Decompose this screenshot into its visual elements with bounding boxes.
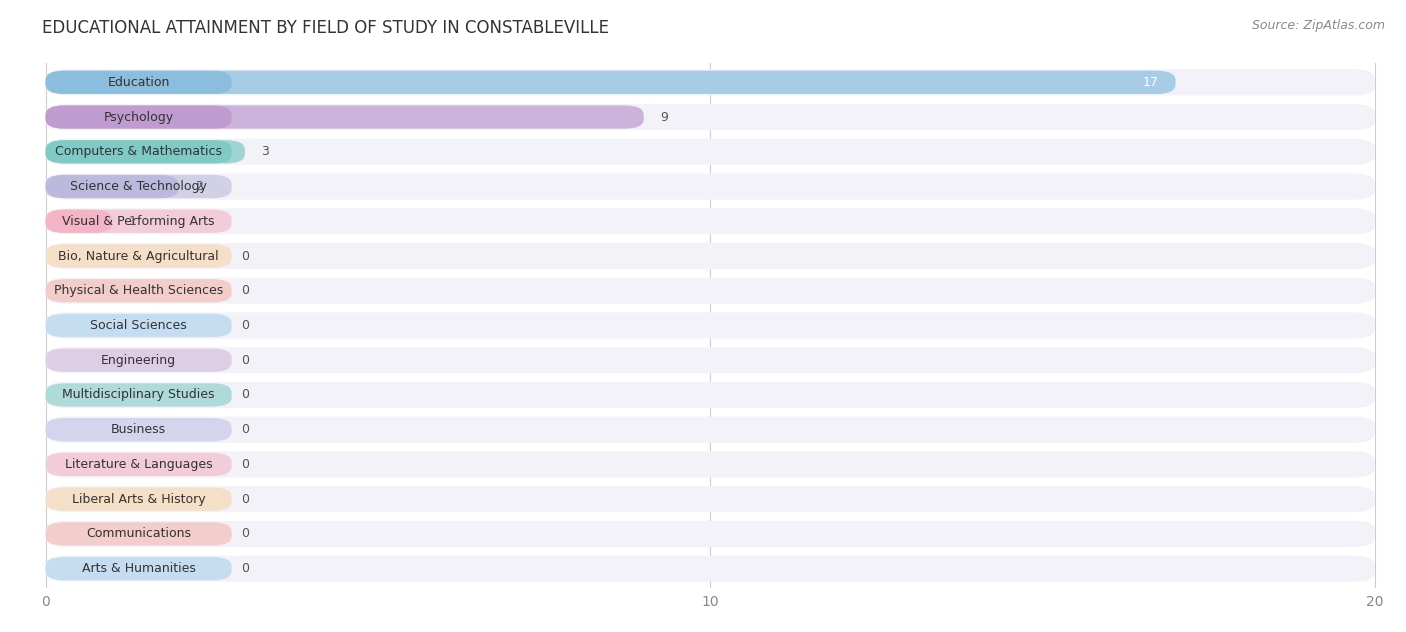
FancyBboxPatch shape xyxy=(45,521,1375,547)
Text: Computers & Mathematics: Computers & Mathematics xyxy=(55,145,222,158)
Text: Business: Business xyxy=(111,423,166,436)
Text: 0: 0 xyxy=(242,389,250,401)
Text: Literature & Languages: Literature & Languages xyxy=(65,458,212,471)
FancyBboxPatch shape xyxy=(45,277,1375,304)
FancyBboxPatch shape xyxy=(45,104,1375,130)
FancyBboxPatch shape xyxy=(45,106,644,129)
FancyBboxPatch shape xyxy=(45,382,1375,408)
FancyBboxPatch shape xyxy=(45,140,232,164)
FancyBboxPatch shape xyxy=(45,71,1175,94)
FancyBboxPatch shape xyxy=(45,486,1375,512)
Text: Arts & Humanities: Arts & Humanities xyxy=(82,562,195,575)
Text: 3: 3 xyxy=(262,145,270,158)
FancyBboxPatch shape xyxy=(45,210,232,233)
FancyBboxPatch shape xyxy=(45,106,232,129)
FancyBboxPatch shape xyxy=(45,245,232,267)
Text: Liberal Arts & History: Liberal Arts & History xyxy=(72,493,205,506)
FancyBboxPatch shape xyxy=(45,556,1375,581)
FancyBboxPatch shape xyxy=(45,140,245,164)
FancyBboxPatch shape xyxy=(45,174,1375,200)
FancyBboxPatch shape xyxy=(45,418,232,441)
Text: 0: 0 xyxy=(242,423,250,436)
Text: 0: 0 xyxy=(242,458,250,471)
FancyBboxPatch shape xyxy=(45,453,232,476)
Text: Communications: Communications xyxy=(86,528,191,540)
Text: Visual & Performing Arts: Visual & Performing Arts xyxy=(62,215,215,228)
Text: 2: 2 xyxy=(195,180,202,193)
FancyBboxPatch shape xyxy=(45,210,112,233)
FancyBboxPatch shape xyxy=(45,416,1375,443)
FancyBboxPatch shape xyxy=(45,349,232,372)
Text: 0: 0 xyxy=(242,562,250,575)
FancyBboxPatch shape xyxy=(45,314,232,337)
Text: EDUCATIONAL ATTAINMENT BY FIELD OF STUDY IN CONSTABLEVILLE: EDUCATIONAL ATTAINMENT BY FIELD OF STUDY… xyxy=(42,19,609,37)
Text: 0: 0 xyxy=(242,528,250,540)
FancyBboxPatch shape xyxy=(45,487,232,511)
FancyBboxPatch shape xyxy=(45,347,1375,374)
FancyBboxPatch shape xyxy=(45,139,1375,165)
FancyBboxPatch shape xyxy=(45,522,232,545)
Text: 0: 0 xyxy=(242,354,250,367)
Text: 17: 17 xyxy=(1143,76,1159,89)
FancyBboxPatch shape xyxy=(45,557,232,580)
Text: 9: 9 xyxy=(661,111,668,123)
Text: 0: 0 xyxy=(242,250,250,262)
Text: Source: ZipAtlas.com: Source: ZipAtlas.com xyxy=(1251,19,1385,32)
Text: 0: 0 xyxy=(242,493,250,506)
FancyBboxPatch shape xyxy=(45,71,232,94)
FancyBboxPatch shape xyxy=(45,312,1375,339)
FancyBboxPatch shape xyxy=(45,208,1375,234)
FancyBboxPatch shape xyxy=(45,175,232,198)
Text: 0: 0 xyxy=(242,319,250,332)
FancyBboxPatch shape xyxy=(45,451,1375,477)
Text: Physical & Health Sciences: Physical & Health Sciences xyxy=(53,284,224,297)
Text: Science & Technology: Science & Technology xyxy=(70,180,207,193)
FancyBboxPatch shape xyxy=(45,70,1375,95)
FancyBboxPatch shape xyxy=(45,384,232,406)
Text: Engineering: Engineering xyxy=(101,354,176,367)
FancyBboxPatch shape xyxy=(45,175,179,198)
Text: Social Sciences: Social Sciences xyxy=(90,319,187,332)
FancyBboxPatch shape xyxy=(45,243,1375,269)
FancyBboxPatch shape xyxy=(45,279,232,302)
Text: 0: 0 xyxy=(242,284,250,297)
Text: Bio, Nature & Agricultural: Bio, Nature & Agricultural xyxy=(58,250,219,262)
Text: Multidisciplinary Studies: Multidisciplinary Studies xyxy=(62,389,215,401)
Text: Psychology: Psychology xyxy=(104,111,173,123)
Text: 1: 1 xyxy=(128,215,136,228)
Text: Education: Education xyxy=(107,76,170,89)
